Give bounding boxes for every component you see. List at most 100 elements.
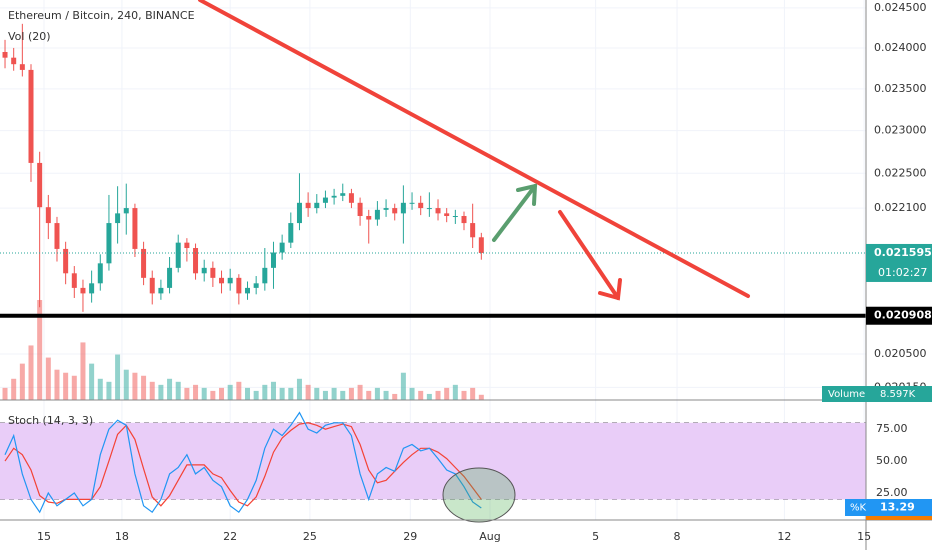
candle-body [270,252,276,268]
candle-body [167,267,173,288]
chart-title: Ethereum / Bitcoin, 240, BINANCE [8,9,195,22]
volume-bar [89,363,95,400]
volume-bar [253,390,259,400]
volume-name-box [822,386,866,402]
volume-bar [2,387,8,400]
last-price-label: 0.021595 [874,246,932,259]
volume-bar [305,384,311,400]
volume-bar [426,393,432,400]
y-tick-label: 0.023500 [874,82,927,95]
volume-bar [184,387,190,400]
candle-body [366,216,372,220]
x-tick-label: 25 [303,530,317,543]
volume-bar [132,372,138,400]
volume-bar [461,390,467,400]
x-tick-label: 15 [857,530,871,543]
x-tick-label: 15 [37,530,51,543]
volume-bar [270,381,276,400]
volume-bar [357,384,363,400]
volume-last-box [866,386,932,402]
candle-body [80,287,86,294]
volume-bar [435,390,441,400]
candle-body [19,64,25,70]
candle-body [383,208,389,210]
volume-bar [158,384,164,400]
x-tick-label: 8 [674,530,681,543]
down-arrow [558,210,622,301]
d-marker [866,516,932,520]
volume-bar [279,387,285,400]
last-price-box [866,243,932,282]
stoch-k-line [4,411,482,514]
volume-bar [470,387,476,400]
x-tick-label: 18 [115,530,129,543]
volume-bar [331,387,337,400]
volume-bar [175,381,181,400]
candle-body [392,208,398,214]
stoch-tick-label: 25.00 [876,486,908,499]
hline-label-box [866,306,932,325]
volume-bar [45,357,51,400]
volume-bar [219,387,225,400]
y-tick-label: 0.022100 [874,201,927,214]
candle-body [435,208,441,214]
k-name: %K [850,503,867,514]
hline-label: 0.020908 [874,309,932,322]
candle-body [184,242,190,249]
candle-body [357,202,363,217]
volume-bar [11,378,17,400]
k-last-box [870,499,932,516]
volume-bar [28,345,34,400]
volume-bar [374,387,380,400]
candle-body [106,223,112,264]
volume-bar [54,369,60,400]
volume-bar [322,390,328,400]
x-tick-label: 29 [403,530,417,543]
candle-body [123,208,129,214]
x-tick-label: 22 [223,530,237,543]
volume-bar [97,378,103,400]
y-tick-label: 0.024500 [874,1,927,14]
candle-body [201,267,207,274]
candle-body [426,208,432,210]
volume-bar [409,387,415,400]
volume-name: Volume [828,389,865,400]
candle-body [314,202,320,209]
volume-bar [348,387,354,400]
up-arrow [492,183,538,242]
candle-body [115,213,121,224]
candle-body [253,283,259,288]
volume-bar [383,390,389,400]
y-tick-label: 0.023000 [874,124,927,137]
volume-title: Vol (20) [8,30,51,43]
volume-bar [37,300,43,400]
candle-body [452,216,458,218]
candle-body [296,202,302,224]
volume-bar [227,384,233,400]
candle-body [89,283,95,294]
candle-body [478,237,484,253]
volume-bar [123,369,129,400]
candle-body [348,193,354,203]
volume-bar [314,387,320,400]
stoch-tick-label: 75.00 [876,422,908,435]
volume-bar [19,363,25,400]
volume-bar [141,375,147,400]
volume-bar [392,393,398,400]
candle-body [288,223,294,243]
candle-body [470,223,476,238]
candle-body [400,202,406,214]
candle-body [210,267,216,278]
stoch-band [0,422,866,500]
volume-last-label: 8.597K [880,389,916,400]
x-tick-label: 12 [777,530,791,543]
candle-body [149,277,155,294]
volume-bar [296,378,302,400]
volume-bar [71,375,77,400]
x-tick-label: 5 [592,530,599,543]
highlight-ellipse [442,467,516,523]
volume-bar [478,394,484,400]
k-last-label: 13.29 [880,501,915,514]
candle-body [37,162,43,208]
